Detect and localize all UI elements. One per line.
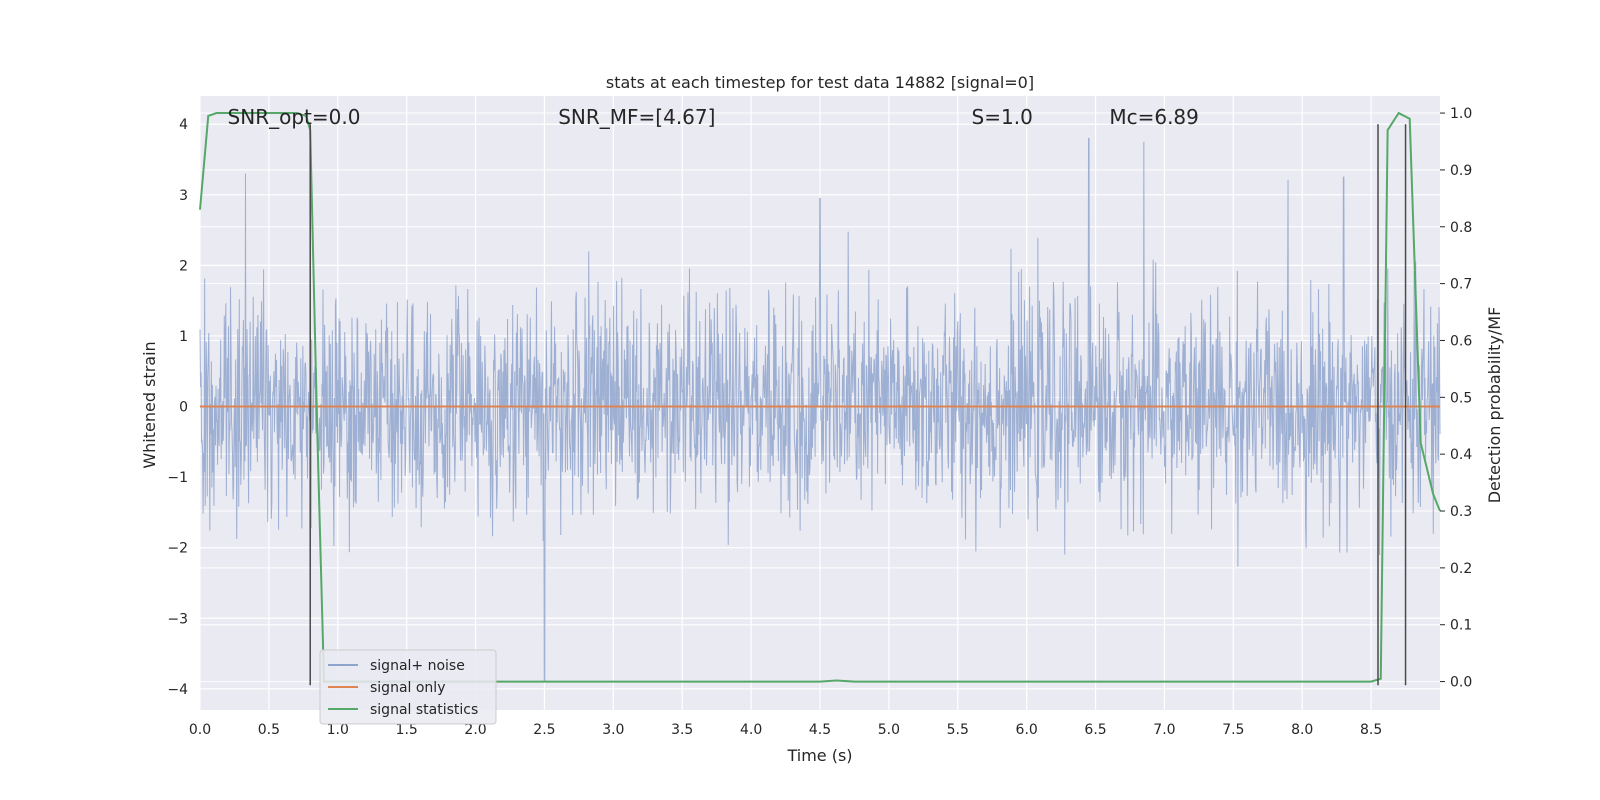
y-right-tick-label: 0.2 [1450,561,1472,577]
legend-box [319,649,497,725]
legend-label-signal-statistics: signal statistics [370,702,478,718]
y-right-tick-label: 0.9 [1450,163,1472,179]
y-tick-label: −4 [167,682,188,698]
y-tick-label: −3 [167,611,188,627]
x-tick-label: 3.5 [671,722,693,738]
y-right-tick-label: 0.7 [1450,277,1472,293]
y-tick-label: 1 [179,329,188,345]
vertical-markers [309,124,1407,686]
series-signal-noise [199,137,1441,683]
x-tick-label: 5.5 [947,722,969,738]
y-right-tick-label: 0.4 [1450,447,1472,463]
chart-title: stats at each timestep for test data 148… [606,73,1034,92]
annotation-2: S=1.0 [972,105,1033,129]
legend-label-signal-only: signal only [370,680,445,696]
x-tick-label: 1.5 [396,722,418,738]
x-tick-label: 6.0 [1016,722,1038,738]
x-tick-label: 5.0 [878,722,900,738]
y-right-tick-label: 1.0 [1450,106,1472,122]
legend-label-signal-noise: signal+ noise [370,658,465,674]
x-tick-label: 6.5 [1084,722,1106,738]
y-tick-label: 3 [179,188,188,204]
x-tick-label: 7.0 [1153,722,1175,738]
y-axis-right-ticks: 0.0 0.1 0.2 0.3 0.4 0.5 0.6 0.7 0.8 0.9 1.0 [1440,106,1472,691]
x-tick-label: 2.5 [533,722,555,738]
y-tick-label: 4 [179,117,188,133]
y-axis-left-ticks: −4 −3 −2 −1 0 1 2 3 4 [167,117,188,698]
y-tick-label: 2 [179,258,188,274]
legend: signal+ noise signal only signal statist… [319,649,497,725]
x-tick-label: 2.0 [464,722,486,738]
x-tick-label: 0.5 [258,722,280,738]
y-right-tick-label: 0.8 [1450,220,1472,236]
annotation-1: SNR_MF=[4.67] [558,105,715,129]
annotations: SNR_opt=0.0 SNR_MF=[4.67] S=1.0 Mc=6.89 [228,105,1199,129]
y-right-tick-label: 0.5 [1450,390,1472,406]
y-right-tick-label: 0.0 [1450,675,1472,691]
x-tick-label: 0.0 [189,722,211,738]
x-tick-label: 1.0 [327,722,349,738]
line-signal-statistics [199,111,1441,683]
y-right-tick-label: 0.1 [1450,618,1472,634]
x-tick-label: 4.5 [809,722,831,738]
x-tick-label: 3.0 [602,722,624,738]
x-tick-label: 8.5 [1360,722,1382,738]
x-axis-label: Time (s) [786,746,852,765]
y-tick-label: −2 [167,541,188,557]
y-right-tick-label: 0.3 [1450,504,1472,520]
y-right-tick-label: 0.6 [1450,333,1472,349]
x-tick-label: 4.0 [740,722,762,738]
y-tick-label: −1 [167,470,188,486]
annotation-0: SNR_opt=0.0 [228,105,361,129]
line-signal-noise [199,137,1441,683]
y-axis-label: Whitened strain [140,341,159,468]
x-tick-label: 8.0 [1291,722,1313,738]
x-axis-ticks: 0.0 0.5 1.0 1.5 2.0 2.5 3.0 3.5 4.0 4.5 5.0 5.5 6.0 6… [189,722,1382,738]
y-axis-right-label: Detection probability/MF [1485,307,1504,504]
annotation-3: Mc=6.89 [1109,105,1199,129]
x-tick-label: 7.5 [1222,722,1244,738]
y-tick-label: 0 [179,400,188,416]
series-lines [199,111,1441,683]
